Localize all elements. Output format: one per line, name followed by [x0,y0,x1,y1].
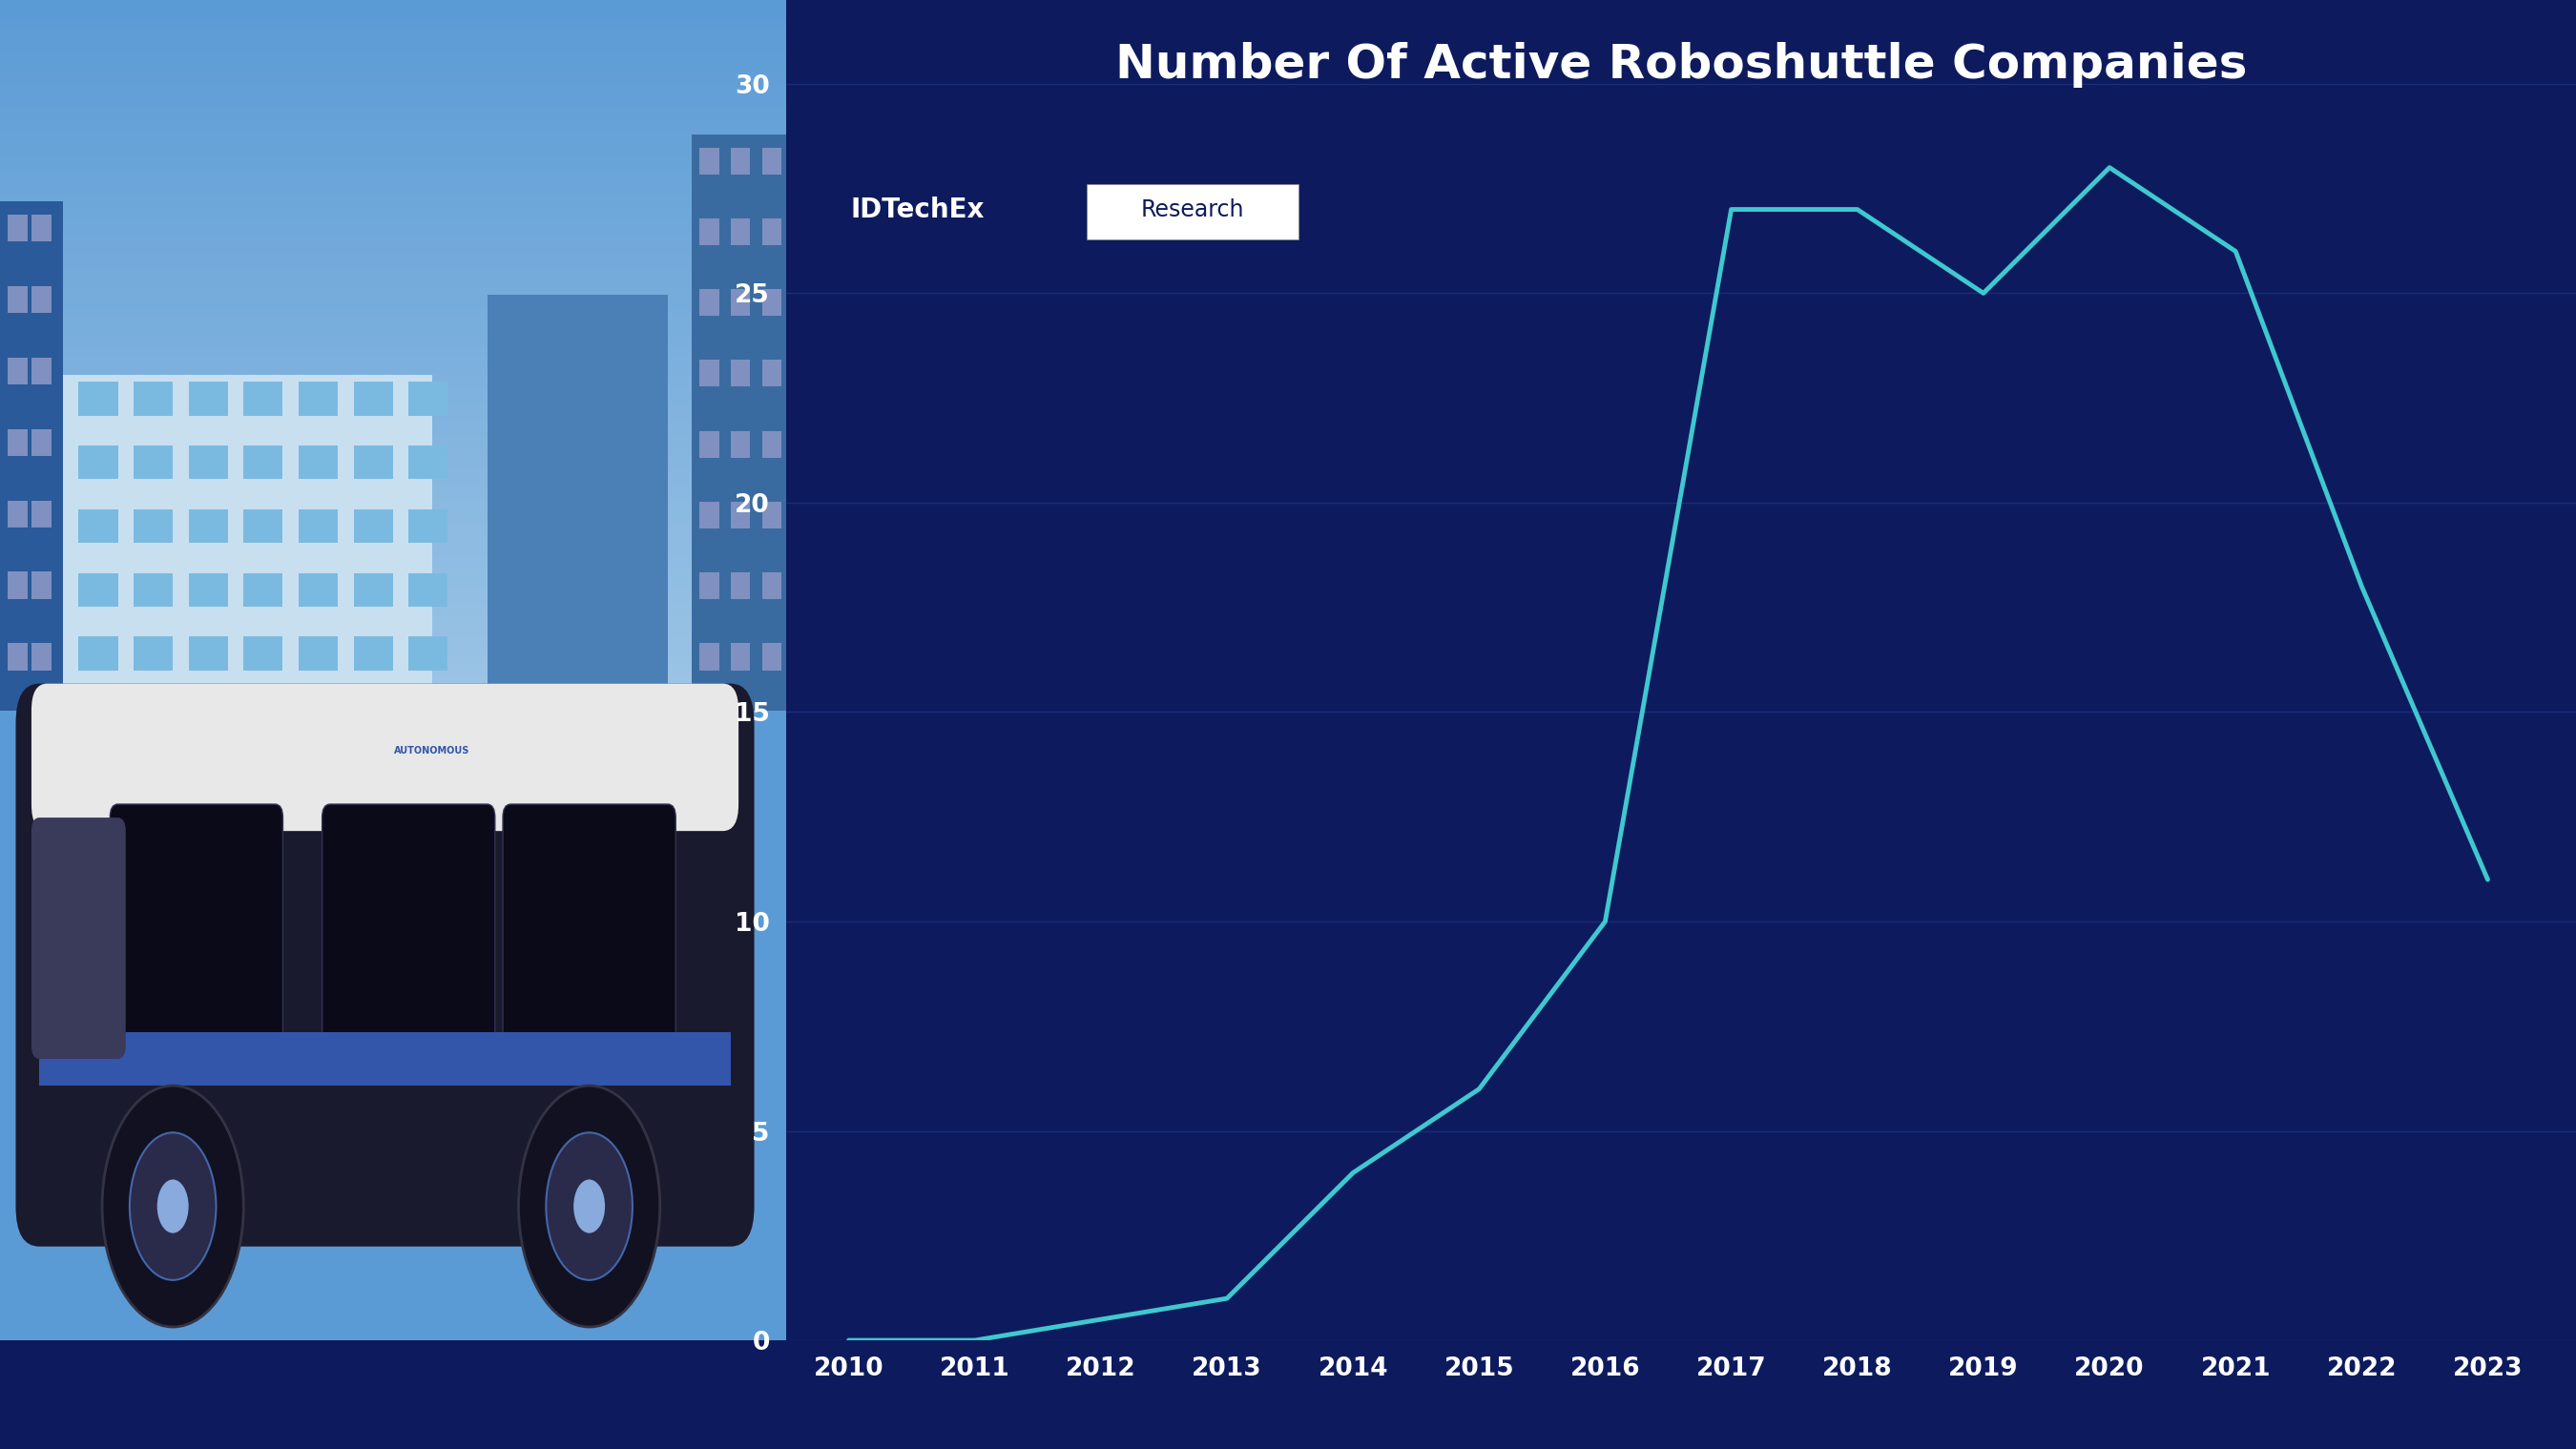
Polygon shape [31,214,52,242]
Polygon shape [732,148,750,174]
Polygon shape [732,290,750,316]
FancyBboxPatch shape [1087,184,1298,239]
Polygon shape [80,572,118,607]
Polygon shape [0,201,62,710]
Polygon shape [698,643,719,669]
Circle shape [103,1085,245,1327]
Circle shape [546,1133,634,1279]
Polygon shape [31,358,52,384]
FancyBboxPatch shape [322,804,495,1059]
Polygon shape [31,285,52,313]
Polygon shape [698,290,719,316]
Circle shape [157,1179,188,1233]
Polygon shape [134,636,173,669]
Polygon shape [698,430,719,458]
Polygon shape [299,383,337,416]
Polygon shape [698,501,719,529]
Polygon shape [8,358,28,384]
Circle shape [574,1179,605,1233]
Polygon shape [410,383,448,416]
Polygon shape [732,430,750,458]
Polygon shape [245,572,283,607]
Text: AUTONOMOUS: AUTONOMOUS [394,746,469,755]
Polygon shape [0,710,786,1340]
Polygon shape [188,383,227,416]
Polygon shape [245,636,283,669]
Polygon shape [353,383,394,416]
Polygon shape [410,636,448,669]
Text: "Roboshuttles and Autonomous Buses 2024-2044: Technologies, Trends, Forecasts": "Roboshuttles and Autonomous Buses 2024-… [992,1395,1994,1416]
Polygon shape [245,446,283,480]
Polygon shape [698,219,719,245]
Polygon shape [80,636,118,669]
Polygon shape [762,430,781,458]
FancyBboxPatch shape [502,804,675,1059]
Text: Research: Research [1141,199,1244,222]
Polygon shape [732,359,750,387]
Text: Number Of Active Roboshuttle Companies: Number Of Active Roboshuttle Companies [1115,42,2246,88]
Polygon shape [762,290,781,316]
Polygon shape [80,446,118,480]
Polygon shape [698,359,719,387]
FancyBboxPatch shape [111,804,283,1059]
Polygon shape [353,446,394,480]
Polygon shape [188,446,227,480]
FancyBboxPatch shape [31,817,126,1059]
Polygon shape [487,294,667,710]
Polygon shape [762,219,781,245]
Polygon shape [410,446,448,480]
Polygon shape [8,429,28,455]
Polygon shape [80,383,118,416]
Polygon shape [8,500,28,527]
Polygon shape [732,501,750,529]
Polygon shape [134,572,173,607]
Polygon shape [353,510,394,543]
Polygon shape [299,572,337,607]
Text: IDTechEx: IDTechEx [850,197,984,223]
Polygon shape [31,500,52,527]
Text: See the full study in IDTechEx's report: See the full study in IDTechEx's report [698,1395,1110,1416]
Text: - www.IDTechEx.com/AutonomousBus: - www.IDTechEx.com/AutonomousBus [1636,1395,2043,1416]
Polygon shape [762,359,781,387]
Polygon shape [732,572,750,600]
Polygon shape [690,135,786,710]
Circle shape [129,1133,216,1279]
Polygon shape [31,643,52,669]
Polygon shape [698,572,719,600]
Polygon shape [245,383,283,416]
Polygon shape [8,285,28,313]
Polygon shape [80,510,118,543]
Polygon shape [353,636,394,669]
Polygon shape [698,148,719,174]
Polygon shape [299,636,337,669]
Polygon shape [62,375,433,710]
Polygon shape [188,636,227,669]
Polygon shape [762,501,781,529]
Polygon shape [188,572,227,607]
Polygon shape [732,643,750,669]
Polygon shape [8,214,28,242]
Polygon shape [39,1032,732,1085]
Polygon shape [299,446,337,480]
Polygon shape [188,510,227,543]
Polygon shape [31,429,52,455]
Polygon shape [245,510,283,543]
Polygon shape [31,572,52,598]
FancyBboxPatch shape [15,684,755,1246]
Polygon shape [762,148,781,174]
Polygon shape [299,510,337,543]
Polygon shape [8,643,28,669]
Polygon shape [134,510,173,543]
Polygon shape [410,572,448,607]
Polygon shape [732,219,750,245]
FancyBboxPatch shape [31,684,739,832]
Polygon shape [410,510,448,543]
Circle shape [518,1085,659,1327]
Polygon shape [353,572,394,607]
Polygon shape [762,572,781,600]
Polygon shape [134,446,173,480]
Polygon shape [762,643,781,669]
Polygon shape [8,572,28,598]
Polygon shape [134,383,173,416]
